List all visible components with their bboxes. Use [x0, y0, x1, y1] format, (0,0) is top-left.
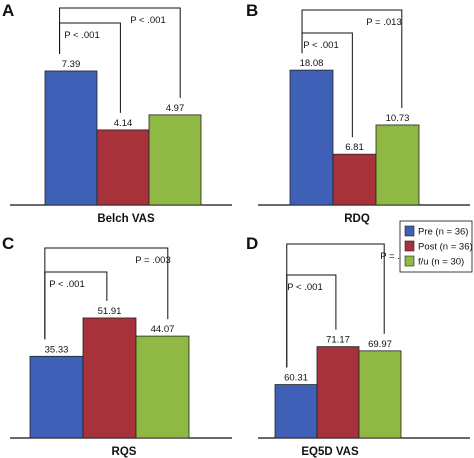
bar-fu [358, 350, 402, 439]
bar-post [316, 346, 360, 439]
p-value-label: P = .013 [366, 17, 401, 28]
data-label: 51.91 [98, 306, 122, 317]
p-value-label: P < .001 [303, 40, 338, 51]
x-axis-label: RQS [112, 446, 137, 458]
significance-bracket [286, 243, 385, 368]
panel-letter: C [2, 234, 14, 253]
significance-bracket [44, 247, 169, 340]
panel-letter: D [246, 234, 258, 253]
x-axis-label: Belch VAS [97, 213, 155, 225]
legend-swatch [404, 240, 415, 252]
data-label: 35.33 [45, 344, 69, 355]
bar-fu [135, 335, 190, 439]
legend-label: Pre (n = 36) [418, 227, 468, 238]
bar-pre [289, 69, 334, 206]
p-value-label: P < .001 [49, 279, 84, 290]
data-label: 10.73 [386, 113, 410, 124]
panel-d: D EQ5D VAS 60.31 71.17 69.97 P < .001 P = .0… [246, 234, 470, 458]
p-value-label: P < .001 [64, 30, 99, 41]
p-value-label: P = .003 [135, 255, 170, 266]
panel-c: C RQS 35.33 51.91 44.07 P < .001 P = .003 [2, 234, 232, 458]
chart-marks: 7.39 4.14 4.97 P < .001 P < .001 [44, 7, 202, 206]
data-label: 44.07 [151, 324, 175, 335]
p-value-label: P < .001 [287, 282, 322, 293]
significance-bracket [59, 7, 181, 98]
chart-marks: 18.08 6.81 10.73 P < .001 P = .013 [289, 9, 420, 206]
legend-label: Post (n = 36) [418, 242, 473, 253]
panel-b: B RDQ 18.08 6.81 10.73 P < .001 P = .013 [246, 1, 470, 225]
chart-marks: 35.33 51.91 44.07 P < .001 P = .003 [29, 247, 190, 439]
bar-pre [274, 384, 318, 439]
bar-fu [148, 114, 202, 206]
significance-bracket [301, 9, 403, 108]
x-axis-label: EQ5D VAS [301, 446, 359, 458]
panel-letter: B [246, 1, 258, 20]
data-label: 7.39 [62, 59, 81, 70]
panel-letter: A [2, 1, 14, 20]
data-label: 69.97 [368, 339, 392, 350]
data-label: 71.17 [326, 335, 350, 346]
data-label: 6.81 [345, 142, 364, 153]
legend-swatch [404, 225, 415, 237]
bar-fu [375, 124, 420, 206]
panel-a: A Belch VAS 7.39 4.14 4.97 P < .001 P < .001 [2, 1, 232, 225]
data-label: 18.08 [300, 58, 324, 69]
legend-swatch [404, 255, 415, 267]
x-axis-label: RDQ [344, 213, 370, 225]
p-value-label: P < .001 [130, 15, 165, 26]
chart-marks: 60.31 71.17 69.97 P < .001 P = .012 [274, 243, 416, 439]
data-label: 60.31 [284, 373, 308, 384]
bar-post [332, 153, 377, 206]
bar-pre [29, 355, 84, 439]
legend: Pre (n = 36) Post (n = 36) f/u (n = 30) [399, 220, 473, 273]
data-label: 4.97 [166, 103, 185, 114]
data-label: 4.14 [114, 118, 133, 129]
p-value-label: P = .012 [380, 251, 415, 262]
legend-label: f/u (n = 30) [418, 257, 464, 268]
bar-pre [44, 70, 98, 206]
bar-post [96, 129, 150, 206]
bar-post [82, 317, 137, 439]
